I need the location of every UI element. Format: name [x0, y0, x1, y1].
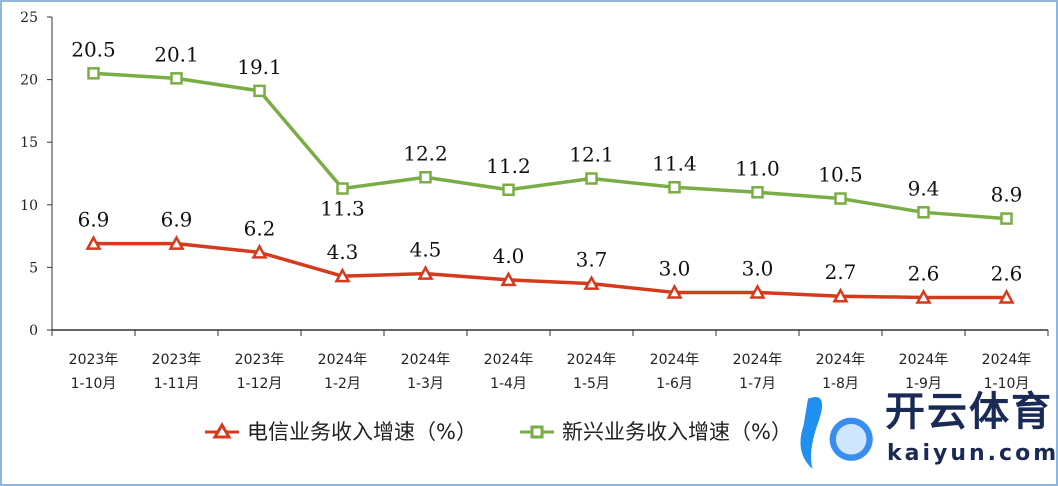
x-tick-label-period: 1-8月 [822, 376, 859, 392]
data-label: 12.1 [569, 143, 614, 167]
triangle-marker [500, 271, 517, 287]
x-tick-label-year: 2024年 [733, 352, 783, 368]
x-tick-label-period: 1-6月 [656, 376, 693, 392]
triangle-marker [915, 288, 932, 304]
data-label: 12.2 [403, 141, 448, 165]
triangle-marker-icon [205, 422, 239, 439]
x-tick-label-period: 1-3月 [407, 376, 444, 392]
data-label: 6.9 [161, 208, 193, 232]
y-tick-label: 20 [20, 73, 38, 89]
y-tick-label: 10 [20, 198, 38, 214]
kaiyun-logo-icon [800, 396, 873, 469]
data-label: 3.0 [742, 256, 774, 280]
series-line [93, 71, 1007, 221]
x-tick-label-year: 2024年 [816, 352, 866, 368]
series-line [93, 241, 1007, 300]
data-label: 3.0 [659, 256, 691, 280]
x-tick-label-year: 2023年 [152, 352, 202, 368]
data-label: 6.9 [78, 208, 110, 232]
square-marker [419, 171, 432, 184]
square-marker [668, 181, 681, 194]
legend-item-telecom: 电信业务收入增速（%） [205, 420, 477, 444]
x-tick-label-period: 1-10月 [984, 376, 1030, 392]
square-marker [170, 72, 183, 85]
x-tick-label-period: 1-4月 [490, 376, 527, 392]
x-tick-label-year: 2024年 [318, 352, 368, 368]
triangle-marker [666, 283, 683, 299]
triangle-marker [417, 265, 434, 280]
x-tick-label-year: 2024年 [982, 352, 1032, 368]
square-marker [751, 186, 764, 199]
data-label: 4.5 [410, 238, 442, 262]
triangle-marker [832, 287, 849, 303]
x-tick-label-year: 2023年 [235, 352, 285, 368]
x-tick-label-year: 2023年 [69, 352, 119, 368]
x-tick-label-year: 2024年 [899, 352, 949, 368]
y-tick-label: 5 [29, 260, 38, 276]
x-tick-label-period: 1-7月 [739, 376, 776, 392]
data-label: 2.6 [991, 261, 1023, 285]
x-tick-label-period: 1-2月 [324, 376, 361, 392]
data-label: 9.4 [908, 176, 940, 200]
data-label: 20.5 [71, 37, 116, 61]
square-marker-icon [520, 425, 554, 439]
data-label: 20.1 [154, 42, 199, 66]
data-label: 11.2 [486, 154, 531, 178]
square-marker [336, 182, 349, 195]
square-marker [917, 206, 930, 219]
triangle-marker [85, 235, 102, 250]
legend-label: 电信业务收入增速（%） [247, 420, 477, 444]
legend-item-emerging: 新兴业务收入增速（%） [520, 420, 792, 444]
x-tick-label-year: 2024年 [650, 352, 700, 368]
data-label: 11.0 [735, 156, 780, 180]
data-label: 4.3 [327, 240, 359, 264]
x-tick-label-period: 1-9月 [905, 376, 942, 392]
square-marker [87, 67, 100, 80]
y-tick-label: 0 [29, 323, 38, 339]
y-tick-label: 15 [20, 135, 38, 151]
square-marker [502, 183, 515, 197]
x-tick-label-year: 2024年 [484, 352, 534, 368]
x-tick-label-period: 1-12月 [237, 376, 283, 392]
x-tick-label-period: 1-5月 [573, 376, 610, 392]
data-label: 19.1 [237, 55, 282, 79]
watermark-en: kaiyun.com [887, 441, 1058, 466]
x-tick-label-year: 2024年 [567, 352, 617, 368]
y-tick-label: 25 [20, 10, 38, 26]
triangle-marker [998, 288, 1015, 304]
data-label: 10.5 [818, 163, 863, 187]
triangle-marker [251, 243, 268, 259]
square-marker [585, 172, 598, 185]
square-marker [834, 192, 847, 205]
data-label: 6.2 [244, 216, 276, 240]
x-tick-label-period: 1-10月 [71, 376, 117, 392]
watermark-cn: 开云体育 [885, 389, 1053, 435]
legend-label: 新兴业务收入增速（%） [562, 420, 792, 444]
data-label: 11.3 [320, 197, 365, 221]
data-label: 2.6 [908, 261, 940, 285]
triangle-marker [583, 275, 600, 290]
data-label: 3.7 [576, 248, 608, 272]
data-label: 2.7 [825, 260, 857, 284]
data-label: 8.9 [991, 183, 1023, 207]
data-label: 4.0 [493, 244, 525, 268]
square-marker [1000, 212, 1013, 225]
x-tick-label-year: 2024年 [401, 352, 451, 368]
triangle-marker [168, 235, 185, 250]
triangle-marker [749, 283, 766, 299]
triangle-marker [334, 267, 351, 283]
x-tick-label-period: 1-11月 [154, 376, 200, 392]
data-label: 11.4 [652, 151, 697, 175]
square-marker [253, 84, 266, 98]
